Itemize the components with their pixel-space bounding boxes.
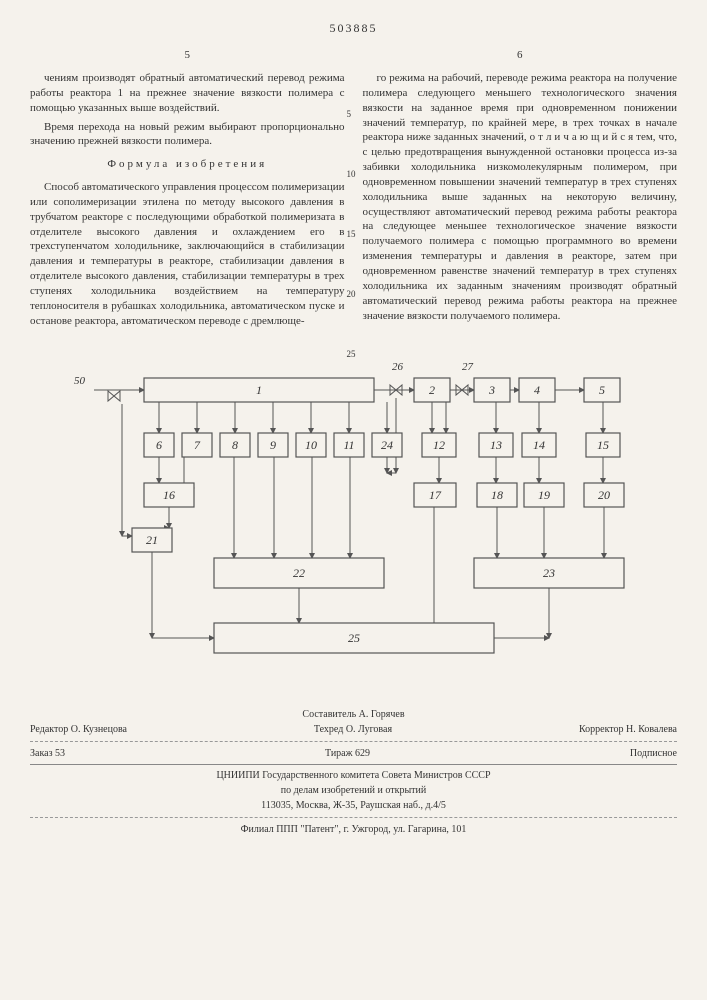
col-num-right: 6 [363,48,678,63]
line-mark-5: 5 [347,108,352,120]
line-mark-20: 20 [347,288,356,300]
line-mark-25: 25 [347,348,356,360]
svg-text:17: 17 [429,488,442,502]
text-columns: 5 чениям производят обратный автоматичес… [30,48,677,332]
svg-text:7: 7 [194,438,201,452]
footer-compiler: Составитель А. Горячев [30,707,677,722]
left-p3: Способ автоматического управления процес… [30,180,345,328]
svg-text:26: 26 [392,361,404,373]
svg-text:12: 12 [433,438,445,452]
footer-subscription: Подписное [630,746,677,761]
svg-text:3: 3 [488,383,495,397]
line-mark-15: 15 [347,228,356,240]
left-p1: чениям производят обратный автоматически… [30,71,345,116]
svg-text:15: 15 [597,438,609,452]
svg-text:4: 4 [534,383,540,397]
footer: Составитель А. Горячев Редактор О. Кузне… [30,707,677,837]
svg-text:13: 13 [490,438,502,452]
svg-text:5: 5 [599,383,605,397]
footer-org1: ЦНИИПИ Государственного комитета Совета … [30,768,677,783]
footer-corrector: Корректор Н. Ковалева [579,722,677,737]
left-p2: Время перехода на новый режим выбирают п… [30,120,345,150]
svg-text:14: 14 [533,438,545,452]
svg-text:6: 6 [156,438,162,452]
svg-text:9: 9 [270,438,276,452]
svg-text:18: 18 [491,488,503,502]
svg-text:2: 2 [429,383,435,397]
svg-text:19: 19 [538,488,550,502]
formula-title: Формула изобретения [30,157,345,172]
right-p1: го режима на рабочий, переводе режима ре… [363,71,678,323]
svg-text:16: 16 [163,488,175,502]
footer-addr1: 113035, Москва, Ж-35, Раушская наб., д.4… [30,798,677,813]
svg-text:11: 11 [343,438,354,452]
footer-editor: Редактор О. Кузнецова [30,722,127,737]
svg-text:50: 50 [74,375,86,387]
svg-text:27: 27 [462,361,474,373]
block-diagram: 1234567891011241213141516171819202122232… [54,348,654,693]
footer-org2: по делам изобретений и открытий [30,783,677,798]
svg-text:23: 23 [543,566,555,580]
footer-addr2: Филиал ППП "Патент", г. Ужгород, ул. Гаг… [30,822,677,837]
svg-text:22: 22 [293,566,305,580]
line-mark-10: 10 [347,168,356,180]
right-column: 6 5 10 15 20 25 го режима на рабочий, пе… [363,48,678,332]
left-column: 5 чениям производят обратный автоматичес… [30,48,345,332]
footer-techred: Техред О. Луговая [314,722,392,737]
footer-circulation: Тираж 629 [325,746,370,761]
svg-text:10: 10 [305,438,317,452]
patent-number: 503885 [30,20,677,36]
svg-text:25: 25 [348,631,360,645]
svg-text:1: 1 [256,383,262,397]
footer-order: Заказ 53 [30,746,65,761]
svg-text:20: 20 [598,488,610,502]
svg-text:21: 21 [146,533,158,547]
svg-text:8: 8 [232,438,238,452]
col-num-left: 5 [30,48,345,63]
svg-text:24: 24 [381,438,393,452]
diagram-svg: 1234567891011241213141516171819202122232… [54,348,654,688]
